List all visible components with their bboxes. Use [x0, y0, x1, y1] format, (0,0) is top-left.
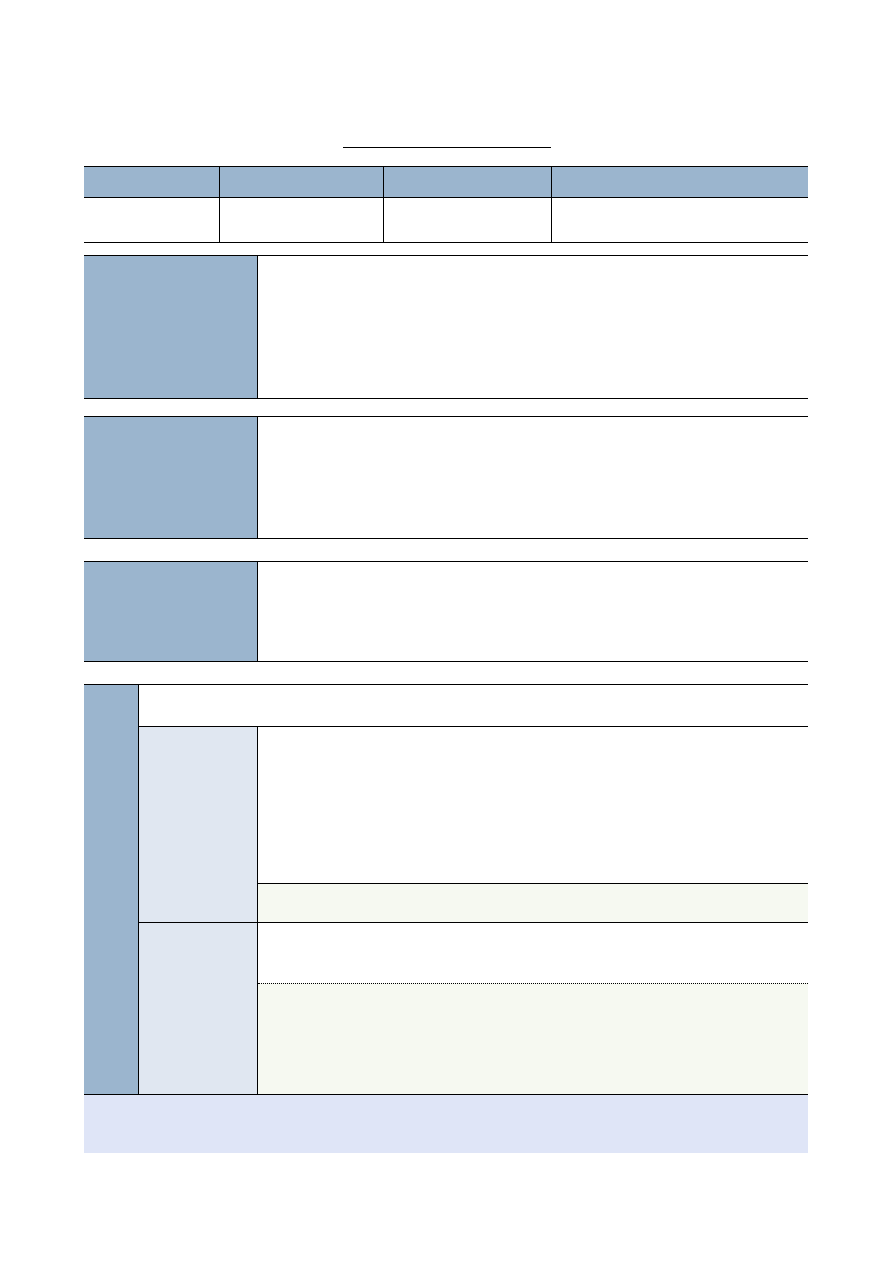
info-header-cell [383, 167, 551, 197]
info-header-cell [84, 167, 219, 197]
divider [84, 242, 808, 243]
divider [84, 538, 808, 539]
info-header-cell [551, 167, 808, 197]
footer-band [84, 1095, 808, 1153]
group-header[interactable] [139, 684, 808, 726]
info-value-cell[interactable] [84, 197, 219, 242]
dotted-divider [258, 983, 808, 984]
divider [138, 922, 808, 923]
item-label [139, 726, 257, 922]
info-table-header-row [84, 167, 808, 197]
group-label [84, 684, 138, 1094]
divider [84, 561, 808, 562]
section-label [84, 416, 257, 538]
info-header-cell [219, 167, 383, 197]
info-value-cell[interactable] [219, 197, 383, 242]
divider [84, 661, 808, 662]
section-content[interactable] [258, 255, 808, 398]
item-content[interactable] [258, 922, 808, 983]
divider [257, 255, 258, 398]
divider [138, 726, 808, 727]
divider [257, 561, 258, 661]
divider [551, 167, 552, 242]
item-content[interactable] [258, 726, 808, 883]
document-title [343, 128, 551, 148]
info-value-cell[interactable] [383, 197, 551, 242]
divider [84, 255, 808, 256]
divider [383, 167, 384, 242]
divider [257, 416, 258, 538]
item-note[interactable] [258, 883, 808, 922]
divider [84, 166, 808, 167]
divider [257, 726, 258, 1094]
divider [84, 416, 808, 417]
info-value-cell[interactable] [551, 197, 808, 242]
divider [257, 883, 808, 884]
item-note[interactable] [258, 983, 808, 1094]
divider [84, 1094, 808, 1095]
divider [138, 684, 139, 1094]
item-label [139, 922, 257, 1094]
title-underline [343, 147, 551, 148]
divider [84, 684, 808, 685]
section-label [84, 561, 257, 661]
divider [84, 197, 808, 198]
section-content[interactable] [258, 561, 808, 661]
divider [219, 167, 220, 242]
section-label [84, 255, 257, 398]
section-content[interactable] [258, 416, 808, 538]
divider [84, 398, 808, 399]
